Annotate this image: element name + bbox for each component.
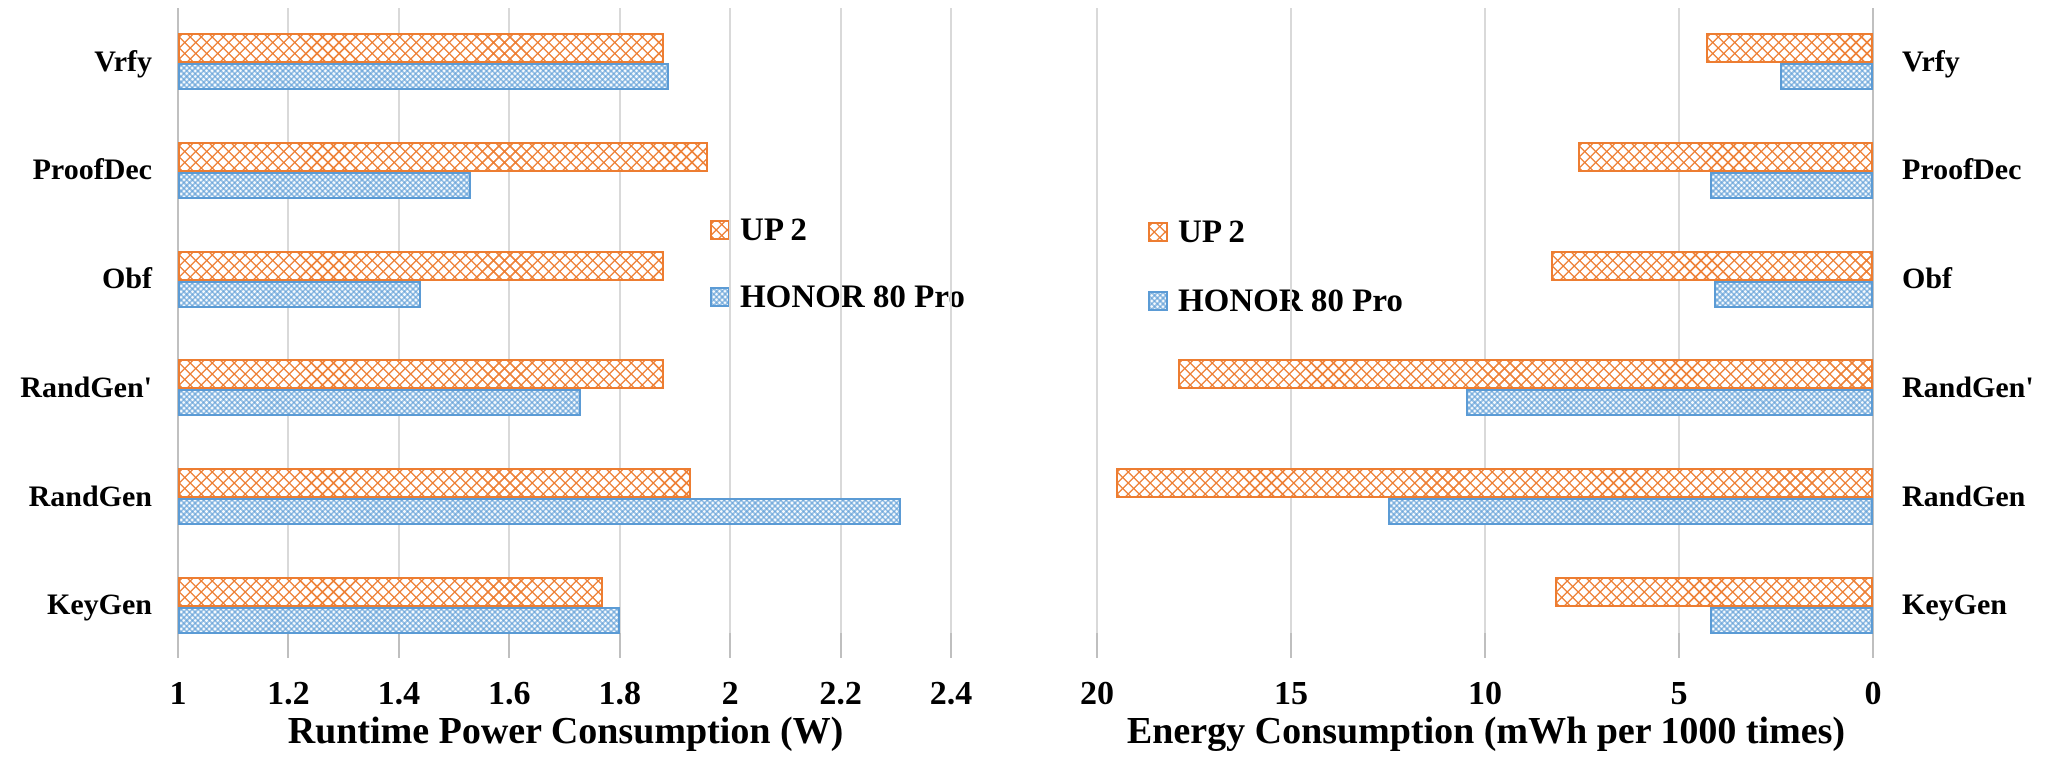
category-label-right: Vrfy bbox=[1902, 44, 1960, 78]
legend-label: HONOR 80 Pro bbox=[740, 279, 965, 315]
category-label-right: ProofDec bbox=[1902, 153, 2022, 187]
axis-tick bbox=[1678, 633, 1680, 658]
left-axis-title: Runtime Power Consumption (W) bbox=[287, 710, 844, 752]
category-label-left: KeyGen bbox=[47, 588, 152, 622]
honor-pattern-swatch-icon bbox=[1148, 291, 1168, 311]
bar-up2-RandGen' bbox=[178, 359, 664, 390]
axis-tick bbox=[287, 633, 290, 658]
x-axis-tick-label: 2.4 bbox=[929, 675, 973, 712]
axis-tick bbox=[1484, 633, 1486, 658]
category-label-left: RandGen' bbox=[20, 370, 152, 404]
category-label-left: ProofDec bbox=[32, 153, 152, 187]
axis-tick bbox=[397, 633, 400, 658]
gridline bbox=[1096, 8, 1098, 633]
bar-honor-KeyGen bbox=[178, 606, 620, 634]
axis-tick bbox=[1290, 633, 1292, 658]
bar-up2-Obf bbox=[1550, 250, 1873, 281]
bar-honor-RandGen bbox=[178, 498, 902, 525]
bar-honor-RandGen bbox=[1388, 498, 1873, 525]
axis-tick bbox=[1096, 633, 1098, 658]
bar-up2-RandGen bbox=[1116, 468, 1873, 498]
bar-up2-ProofDec bbox=[1578, 141, 1873, 172]
bar-up2-KeyGen bbox=[1554, 576, 1873, 607]
gridline bbox=[287, 8, 290, 633]
category-label-right: RandGen' bbox=[1902, 370, 2034, 404]
bar-up2-Vrfy bbox=[178, 33, 664, 63]
gridline bbox=[618, 8, 621, 633]
category-label-right: RandGen bbox=[1902, 479, 2026, 513]
bar-up2-Vrfy bbox=[1706, 33, 1873, 63]
bar-honor-RandGen' bbox=[1465, 389, 1873, 417]
x-axis-tick-label: 1.6 bbox=[488, 675, 531, 712]
bar-up2-RandGen' bbox=[1178, 359, 1873, 390]
x-axis-tick-label: 10 bbox=[1468, 675, 1502, 712]
category-axis-line bbox=[177, 8, 179, 633]
bar-up2-Obf bbox=[178, 250, 664, 281]
axis-tick bbox=[729, 633, 732, 658]
x-axis-tick-label: 1.8 bbox=[598, 675, 641, 712]
gridline bbox=[1484, 8, 1486, 633]
bar-honor-RandGen' bbox=[178, 389, 582, 417]
category-label-right: Obf bbox=[1902, 262, 1953, 295]
axis-tick bbox=[839, 633, 842, 658]
gridline bbox=[950, 8, 952, 633]
gridline bbox=[397, 8, 400, 633]
category-label-right: KeyGen bbox=[1902, 588, 2007, 622]
bar-up2-ProofDec bbox=[178, 141, 709, 172]
x-axis-tick-label: 1.4 bbox=[377, 675, 421, 712]
category-label-left: RandGen bbox=[28, 479, 152, 513]
gridline bbox=[508, 8, 511, 633]
legend-item-up2-right: UP 2 bbox=[1148, 214, 1245, 250]
x-axis-tick-label: 1 bbox=[169, 675, 187, 712]
category-axis-line bbox=[1872, 8, 1874, 633]
gridline bbox=[1290, 8, 1292, 633]
axis-tick bbox=[618, 633, 621, 658]
bar-honor-KeyGen bbox=[1710, 606, 1873, 634]
up2-pattern-swatch-icon bbox=[1148, 222, 1168, 242]
bar-honor-Obf bbox=[1713, 280, 1873, 308]
legend-item-honor-left: HONOR 80 Pro bbox=[710, 279, 965, 315]
bar-honor-Obf bbox=[178, 280, 421, 308]
legend-label: UP 2 bbox=[1178, 214, 1245, 250]
legend-item-up2-left: UP 2 bbox=[710, 212, 807, 248]
up2-pattern-swatch-icon bbox=[710, 220, 730, 240]
bar-up2-KeyGen bbox=[178, 576, 604, 607]
category-label-left: Vrfy bbox=[94, 44, 152, 78]
axis-tick bbox=[177, 633, 179, 658]
axis-tick bbox=[508, 633, 511, 658]
legend-item-honor-right: HONOR 80 Pro bbox=[1148, 283, 1403, 319]
gridline bbox=[729, 8, 732, 633]
bar-honor-Vrfy bbox=[1779, 63, 1873, 90]
category-label-left: Obf bbox=[101, 262, 152, 295]
right-axis-title: Energy Consumption (mWh per 1000 times) bbox=[1126, 710, 1846, 752]
bar-honor-ProofDec bbox=[178, 171, 471, 199]
x-axis-tick-label: 5 bbox=[1670, 675, 1688, 712]
gridline bbox=[1678, 8, 1680, 633]
x-axis-tick-label: 2 bbox=[721, 675, 739, 712]
axis-tick bbox=[1872, 633, 1874, 658]
bar-honor-ProofDec bbox=[1710, 171, 1873, 199]
bar-up2-RandGen bbox=[178, 468, 692, 498]
x-axis-tick-label: 20 bbox=[1080, 675, 1114, 712]
x-axis-tick-label: 15 bbox=[1274, 675, 1308, 712]
gridline bbox=[839, 8, 842, 633]
honor-pattern-swatch-icon bbox=[710, 287, 730, 307]
legend-label: UP 2 bbox=[740, 212, 807, 248]
x-axis-tick-label: 2.2 bbox=[819, 675, 862, 712]
bar-honor-Vrfy bbox=[178, 63, 670, 90]
x-axis-tick-label: 1.2 bbox=[267, 675, 310, 712]
axis-tick bbox=[950, 633, 952, 658]
x-axis-tick-label: 0 bbox=[1864, 675, 1882, 712]
